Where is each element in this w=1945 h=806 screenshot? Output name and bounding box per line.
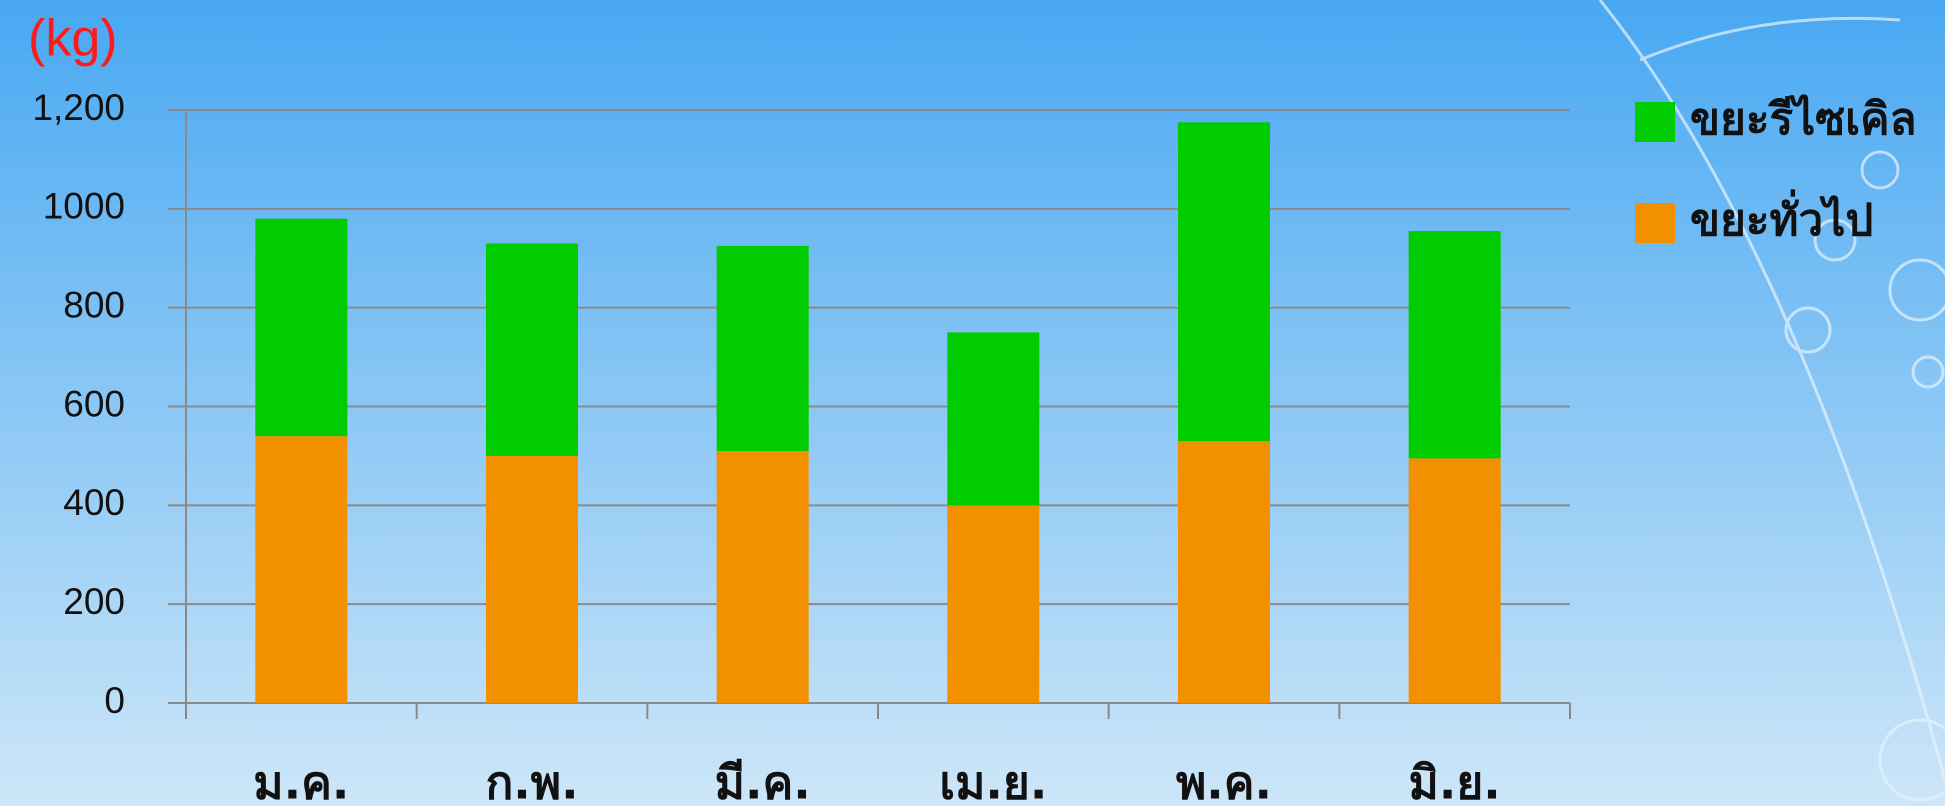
bar-segment <box>255 436 347 703</box>
legend-label: ขยะทั่วไป <box>1690 189 1873 246</box>
bar-segment <box>255 219 347 436</box>
page: {"chart_data": {"type": "stacked-bar", "… <box>0 0 1945 806</box>
y-tick-label: 600 <box>63 383 125 424</box>
bar-segment <box>947 332 1039 505</box>
bar-segment <box>947 505 1039 703</box>
chart: (kg) 0 200 400 600 800 1000 1,200 ม.ค. ก.พ. มี.ค.… <box>0 0 1945 806</box>
y-tick-label: 400 <box>63 482 125 523</box>
bar-segment <box>486 456 578 703</box>
y-tick-label: 200 <box>63 581 125 622</box>
unit-label: (kg) <box>28 10 118 68</box>
y-tick-label: 1,200 <box>32 87 125 128</box>
bar-segment <box>1178 122 1270 441</box>
x-tick-label: เม.ย. <box>939 756 1047 806</box>
bar-segment <box>1178 441 1270 703</box>
x-tick-label: พ.ค. <box>1176 756 1272 806</box>
bar-segment <box>717 451 809 703</box>
bar-segment <box>717 246 809 451</box>
x-tick-label: มี.ค. <box>715 756 811 806</box>
legend-label: ขยะรีไซเคิล <box>1690 93 1917 145</box>
bar-segment <box>486 243 578 455</box>
bar-segment <box>1409 231 1501 458</box>
y-tick-label: 0 <box>104 680 125 721</box>
y-tick-label: 800 <box>63 284 125 325</box>
x-tick-label: ม.ค. <box>253 756 349 806</box>
legend-swatch <box>1635 102 1675 142</box>
bar-segment <box>1409 458 1501 703</box>
y-tick-label: 1000 <box>43 186 125 227</box>
x-tick-label: มิ.ย. <box>1409 756 1501 806</box>
legend-swatch <box>1635 203 1675 243</box>
x-tick-label: ก.พ. <box>485 756 578 806</box>
